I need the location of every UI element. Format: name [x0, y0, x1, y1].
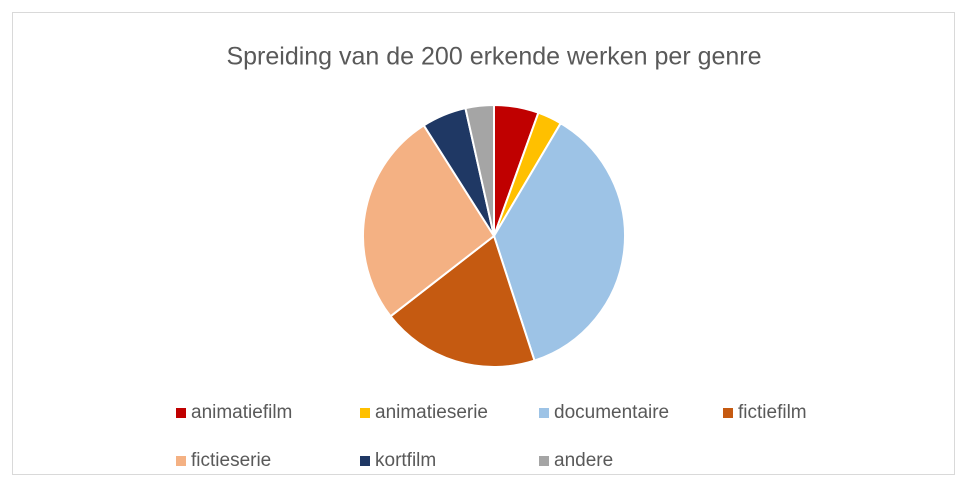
legend-label: andere — [554, 450, 613, 471]
legend-swatch — [176, 456, 186, 466]
chart-title: Spreiding van de 200 erkende werken per … — [226, 43, 761, 71]
legend-label: fictieserie — [191, 450, 271, 471]
legend-swatch — [360, 408, 370, 418]
legend-swatch — [539, 408, 549, 418]
legend-label: animatieserie — [375, 402, 488, 423]
legend-label: fictiefilm — [738, 402, 807, 423]
legend-swatch — [176, 408, 186, 418]
legend-label: animatiefilm — [191, 402, 292, 423]
legend-swatch — [723, 408, 733, 418]
pie-slice — [389, 234, 536, 368]
legend-swatch — [539, 456, 549, 466]
legend-label: documentaire — [554, 402, 669, 423]
pie-slice — [464, 103, 495, 237]
legend-label: kortfilm — [375, 450, 436, 471]
legend-swatch — [360, 456, 370, 466]
pie-slice — [492, 121, 626, 362]
pie-slice — [362, 124, 496, 318]
